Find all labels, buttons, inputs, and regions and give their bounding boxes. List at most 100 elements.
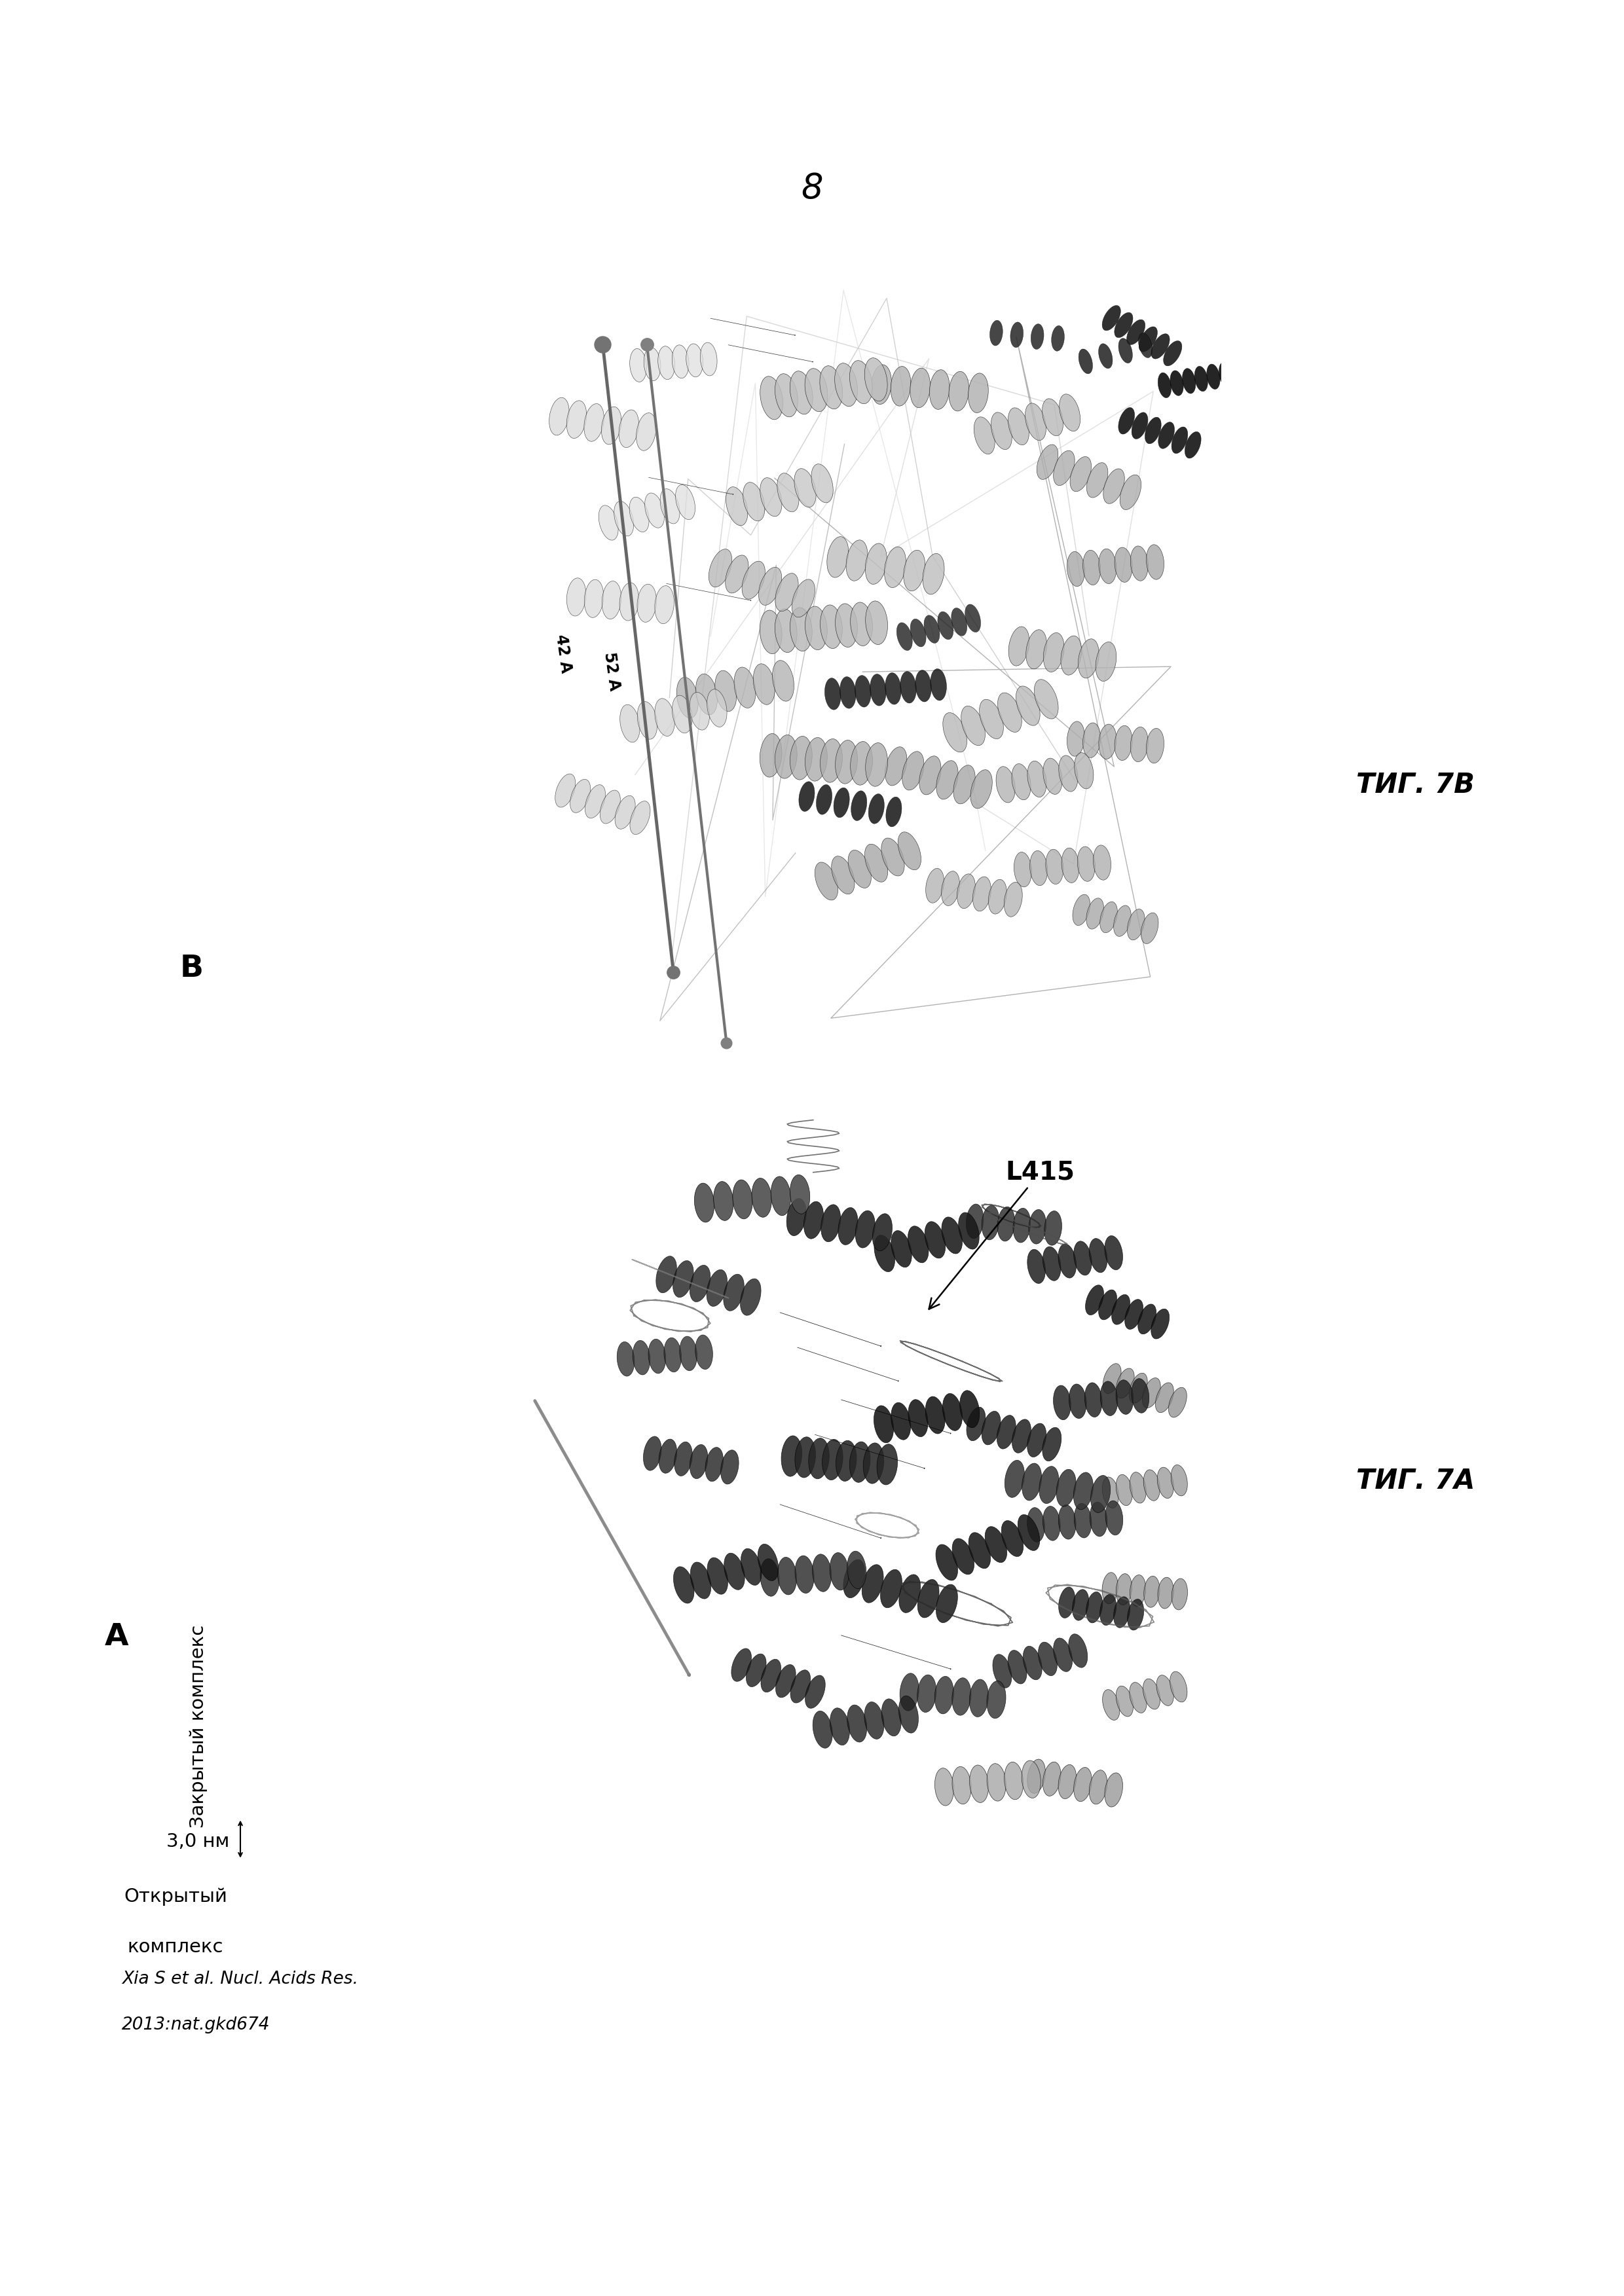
Ellipse shape bbox=[1054, 1637, 1072, 1671]
Ellipse shape bbox=[789, 737, 812, 781]
Ellipse shape bbox=[781, 1435, 802, 1476]
Ellipse shape bbox=[619, 583, 638, 620]
Ellipse shape bbox=[637, 413, 656, 450]
Ellipse shape bbox=[1101, 1382, 1117, 1417]
Ellipse shape bbox=[1043, 1428, 1062, 1460]
Ellipse shape bbox=[1125, 1300, 1143, 1329]
Ellipse shape bbox=[1028, 1424, 1046, 1458]
Ellipse shape bbox=[1142, 914, 1158, 944]
Ellipse shape bbox=[1073, 1472, 1093, 1508]
Ellipse shape bbox=[1127, 909, 1145, 939]
Ellipse shape bbox=[1099, 549, 1116, 583]
Ellipse shape bbox=[778, 473, 799, 512]
Ellipse shape bbox=[935, 1676, 953, 1713]
Ellipse shape bbox=[831, 856, 854, 893]
Ellipse shape bbox=[968, 1531, 991, 1568]
Ellipse shape bbox=[885, 546, 906, 588]
Ellipse shape bbox=[690, 693, 710, 730]
Ellipse shape bbox=[1054, 1384, 1070, 1419]
Ellipse shape bbox=[1073, 1242, 1091, 1274]
Ellipse shape bbox=[968, 374, 989, 413]
Ellipse shape bbox=[1130, 728, 1148, 762]
Ellipse shape bbox=[973, 877, 991, 912]
Ellipse shape bbox=[908, 1401, 927, 1437]
Ellipse shape bbox=[892, 1403, 911, 1440]
Ellipse shape bbox=[997, 1414, 1015, 1449]
Ellipse shape bbox=[908, 1226, 929, 1263]
Ellipse shape bbox=[1039, 1467, 1059, 1504]
Ellipse shape bbox=[1220, 363, 1233, 388]
Ellipse shape bbox=[1130, 1472, 1147, 1504]
Ellipse shape bbox=[1116, 1380, 1134, 1414]
Ellipse shape bbox=[952, 1538, 974, 1575]
Ellipse shape bbox=[645, 494, 664, 528]
Ellipse shape bbox=[1059, 1587, 1075, 1619]
Ellipse shape bbox=[1116, 1685, 1134, 1717]
Ellipse shape bbox=[585, 404, 604, 441]
Ellipse shape bbox=[1060, 636, 1082, 675]
Ellipse shape bbox=[1086, 1591, 1103, 1623]
Ellipse shape bbox=[1171, 427, 1187, 455]
Ellipse shape bbox=[762, 1660, 781, 1692]
Ellipse shape bbox=[695, 673, 718, 714]
Text: А: А bbox=[106, 1623, 128, 1651]
Ellipse shape bbox=[900, 1674, 919, 1711]
Ellipse shape bbox=[1169, 1387, 1187, 1417]
Ellipse shape bbox=[1043, 758, 1062, 794]
Ellipse shape bbox=[966, 1203, 984, 1238]
Ellipse shape bbox=[1171, 1465, 1187, 1497]
Ellipse shape bbox=[935, 1545, 958, 1580]
Ellipse shape bbox=[812, 1711, 833, 1747]
Text: 52 А: 52 А bbox=[601, 652, 622, 691]
Ellipse shape bbox=[775, 608, 797, 652]
Ellipse shape bbox=[677, 677, 698, 719]
Ellipse shape bbox=[708, 549, 732, 588]
Ellipse shape bbox=[672, 696, 692, 732]
Ellipse shape bbox=[952, 1678, 971, 1715]
Ellipse shape bbox=[1059, 395, 1080, 432]
Ellipse shape bbox=[1171, 370, 1184, 395]
Ellipse shape bbox=[758, 1543, 778, 1580]
Ellipse shape bbox=[630, 349, 646, 381]
Ellipse shape bbox=[1059, 1504, 1077, 1538]
Ellipse shape bbox=[585, 579, 604, 618]
Ellipse shape bbox=[926, 868, 944, 902]
Ellipse shape bbox=[585, 785, 606, 817]
Ellipse shape bbox=[799, 781, 815, 810]
Ellipse shape bbox=[992, 1653, 1012, 1688]
Ellipse shape bbox=[1023, 1646, 1043, 1681]
Ellipse shape bbox=[633, 1341, 650, 1375]
Ellipse shape bbox=[549, 397, 568, 436]
Ellipse shape bbox=[866, 544, 887, 583]
Ellipse shape bbox=[812, 464, 833, 503]
Ellipse shape bbox=[775, 374, 797, 418]
Ellipse shape bbox=[900, 670, 916, 703]
Ellipse shape bbox=[974, 418, 996, 455]
Ellipse shape bbox=[870, 675, 887, 705]
Ellipse shape bbox=[1132, 1378, 1150, 1412]
Ellipse shape bbox=[830, 1708, 849, 1745]
Ellipse shape bbox=[741, 1279, 762, 1316]
Ellipse shape bbox=[732, 1180, 752, 1219]
Ellipse shape bbox=[734, 668, 755, 707]
Ellipse shape bbox=[1104, 1235, 1122, 1270]
Ellipse shape bbox=[726, 556, 749, 592]
Ellipse shape bbox=[1129, 1373, 1148, 1403]
Ellipse shape bbox=[676, 484, 695, 519]
Ellipse shape bbox=[1143, 1678, 1160, 1708]
Ellipse shape bbox=[1038, 1642, 1057, 1676]
Ellipse shape bbox=[1036, 445, 1059, 480]
Ellipse shape bbox=[866, 744, 888, 788]
Ellipse shape bbox=[664, 1339, 682, 1373]
Ellipse shape bbox=[791, 1669, 810, 1704]
Ellipse shape bbox=[1072, 1589, 1088, 1621]
Ellipse shape bbox=[695, 1334, 713, 1368]
Ellipse shape bbox=[1090, 1770, 1108, 1805]
Ellipse shape bbox=[960, 1391, 979, 1428]
Ellipse shape bbox=[1018, 1515, 1039, 1550]
Ellipse shape bbox=[1043, 400, 1064, 436]
Ellipse shape bbox=[952, 608, 966, 636]
Ellipse shape bbox=[1119, 338, 1132, 363]
Ellipse shape bbox=[648, 1339, 666, 1373]
Ellipse shape bbox=[848, 1706, 867, 1743]
